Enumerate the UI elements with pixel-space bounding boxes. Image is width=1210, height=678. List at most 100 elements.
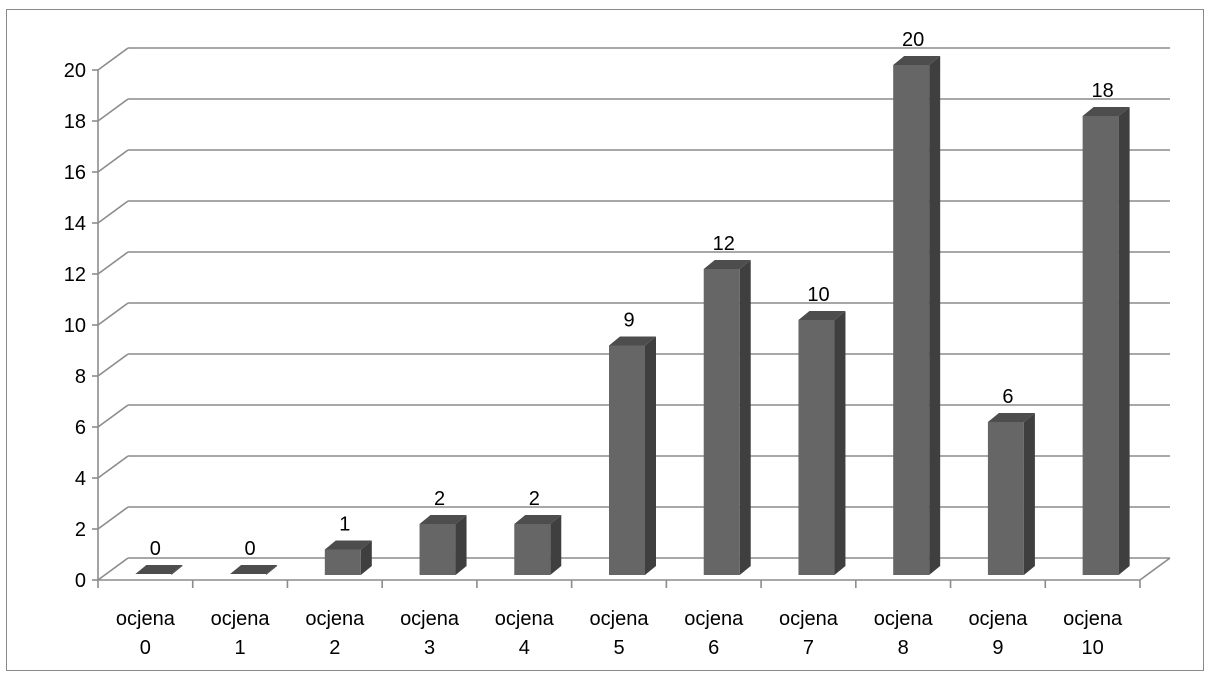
x-tick-label: ocjena (779, 608, 839, 630)
x-tick-label: 2 (329, 637, 340, 659)
axes: 02468101214161820ocjena0ocjena1ocjena2oc… (64, 60, 1171, 659)
x-tick-label: ocjena (116, 608, 176, 630)
bar-top (230, 565, 278, 574)
x-tick-label: 10 (1082, 637, 1104, 659)
bar-side (171, 565, 183, 575)
bar-front (609, 345, 645, 575)
bar-side (455, 515, 467, 575)
gridline-diagonal (97, 353, 129, 377)
x-tick-label: ocjena (968, 608, 1028, 630)
gridline-diagonal (97, 47, 129, 71)
bar-top (135, 565, 183, 574)
bar (514, 515, 562, 575)
data-label: 6 (1002, 386, 1013, 408)
bar (1082, 107, 1130, 575)
bar-side (834, 311, 846, 575)
bar (324, 540, 372, 575)
bar (230, 565, 278, 575)
x-tick-label: 0 (140, 637, 151, 659)
data-label: 12 (713, 233, 735, 255)
bar-side (739, 260, 751, 575)
x-tick-label: 1 (235, 637, 246, 659)
bar (893, 56, 941, 575)
y-tick-label: 8 (75, 366, 86, 388)
y-tick-label: 12 (64, 264, 86, 286)
bar-side (1118, 107, 1130, 575)
y-tick-label: 2 (75, 519, 86, 541)
y-tick-label: 0 (75, 570, 86, 592)
bar-top (893, 56, 941, 65)
y-tick-label: 20 (64, 60, 86, 82)
gridline-diagonal (97, 455, 129, 479)
gridline-diagonal (97, 251, 129, 275)
x-tick-label: 7 (803, 637, 814, 659)
gridline-diagonal (97, 302, 129, 326)
x-tick-label: ocjena (305, 608, 365, 630)
gridline-diagonal (97, 404, 129, 428)
x-tick-label: 8 (898, 637, 909, 659)
bar-side (550, 515, 562, 575)
bar-front (987, 422, 1024, 575)
bar (419, 515, 467, 575)
data-label: 0 (150, 538, 161, 560)
bar-front (514, 524, 551, 575)
x-tick-label: 6 (708, 637, 719, 659)
bar (135, 565, 183, 575)
bar (798, 311, 846, 575)
gridline-diagonal (97, 506, 129, 530)
bars (135, 56, 1130, 575)
x-tick-label: ocjena (1063, 608, 1123, 630)
y-tick-label: 16 (64, 162, 86, 184)
bar-top (324, 540, 372, 550)
x-tick-label: ocjena (211, 608, 271, 630)
gridline-diagonal (97, 98, 129, 122)
y-tick-label: 14 (64, 213, 86, 235)
bar-side (266, 565, 278, 575)
bar-top (703, 260, 751, 269)
data-label: 0 (245, 538, 256, 560)
bar-front (703, 269, 740, 575)
bar-top (987, 413, 1035, 422)
bar-top (798, 311, 846, 320)
x-tick-label: 5 (613, 637, 624, 659)
bar-side (360, 540, 372, 575)
bar-front (798, 320, 835, 575)
bar-side (1023, 413, 1035, 575)
data-label: 1 (339, 514, 350, 536)
bar-front (324, 549, 361, 575)
data-label: 10 (807, 284, 829, 306)
bar-top (609, 336, 656, 346)
x-tick-label: 9 (992, 637, 1003, 659)
bar-top (1082, 107, 1130, 116)
bar-top (419, 515, 467, 524)
bar (609, 336, 656, 575)
data-label: 20 (902, 29, 924, 51)
bar-side (929, 56, 941, 575)
data-label: 2 (529, 488, 540, 510)
y-tick-label: 10 (64, 315, 86, 337)
bar-side (645, 336, 656, 575)
bar-top (514, 515, 562, 524)
data-label: 2 (434, 488, 445, 510)
gridline-diagonal (97, 200, 129, 224)
x-tick-label: ocjena (400, 608, 460, 630)
data-label: 9 (623, 310, 634, 332)
bar-front (419, 524, 456, 575)
x-tick-label: ocjena (495, 608, 555, 630)
bar (987, 413, 1035, 575)
x-tick-label: 4 (519, 637, 530, 659)
gridline-diagonal (97, 149, 129, 173)
x-tick-label: ocjena (590, 608, 650, 630)
y-tick-label: 18 (64, 111, 86, 133)
bar-front (893, 65, 930, 575)
gridline-diagonal (97, 557, 129, 581)
bar-front (1082, 116, 1119, 575)
x-tick-label: ocjena (874, 608, 934, 630)
x-tick-label: 3 (424, 637, 435, 659)
bar (703, 260, 751, 575)
y-tick-label: 6 (75, 417, 86, 439)
data-label: 18 (1092, 80, 1114, 102)
x-tick-label: ocjena (684, 608, 744, 630)
